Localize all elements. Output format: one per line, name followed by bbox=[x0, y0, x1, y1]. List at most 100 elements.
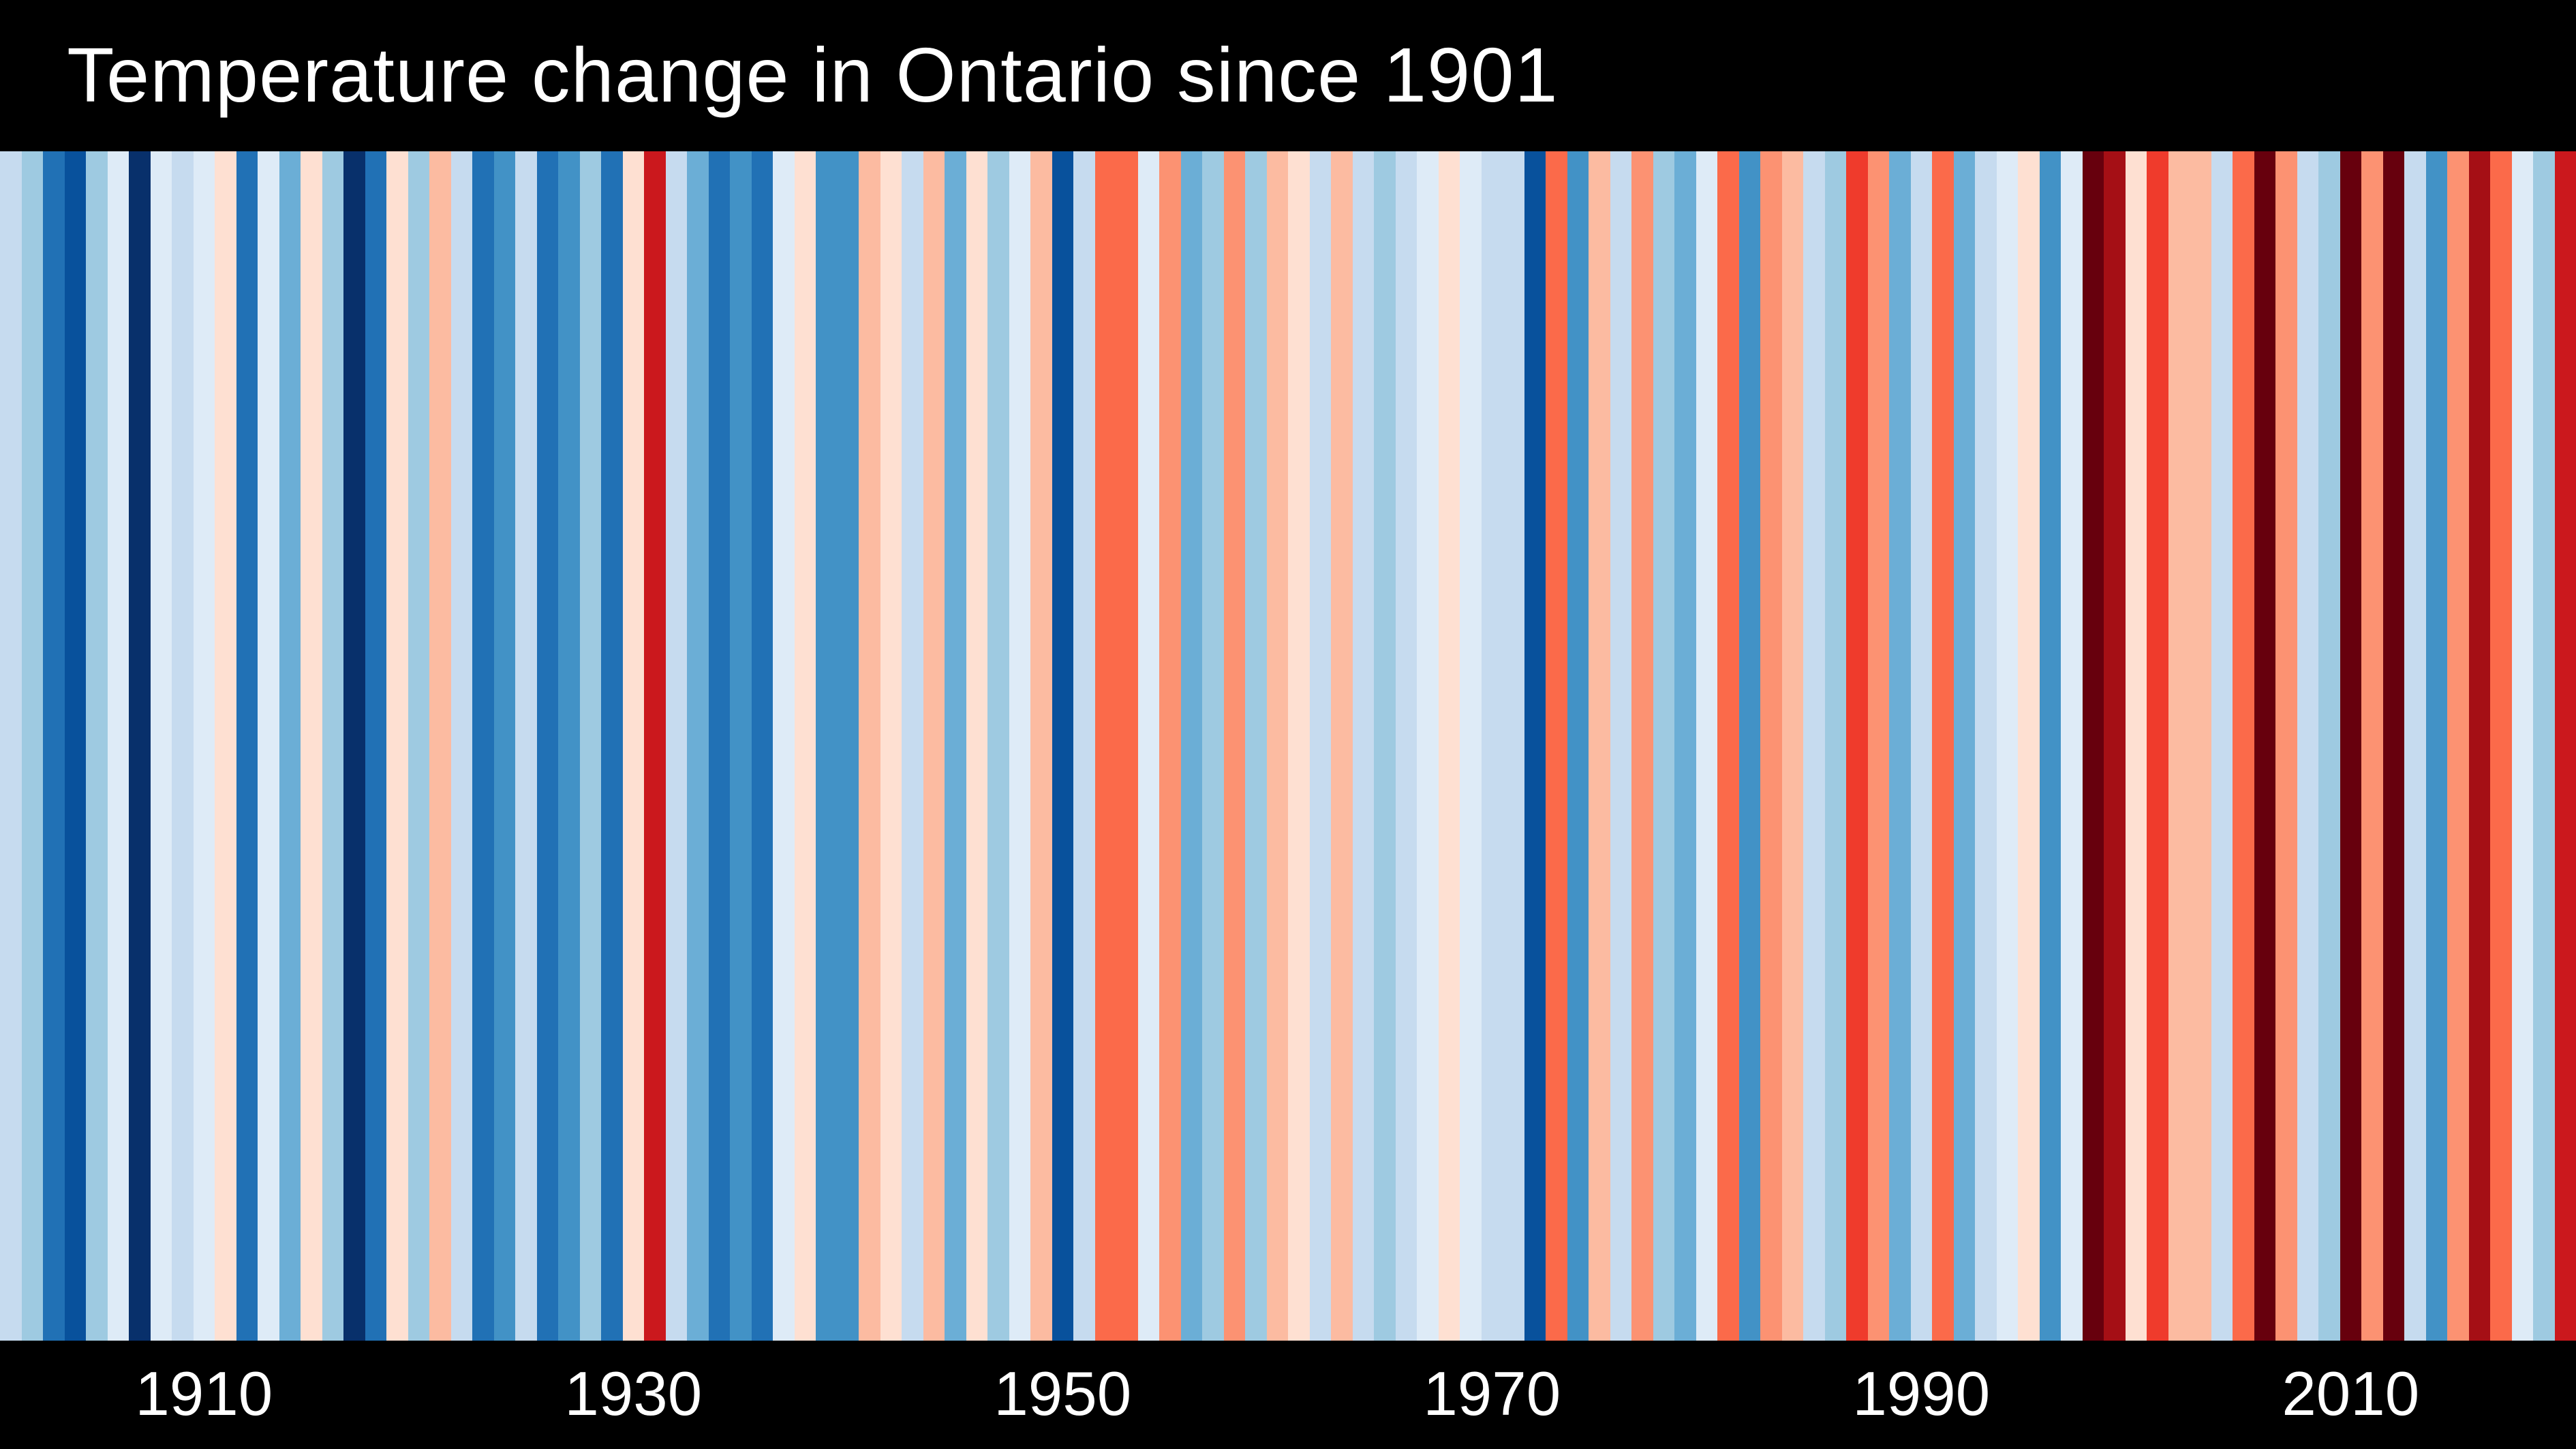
stripe-year-1938 bbox=[795, 151, 816, 1341]
stripe-year-2004 bbox=[2211, 151, 2233, 1341]
stripe-year-1940 bbox=[838, 151, 859, 1341]
stripe-year-1993 bbox=[1975, 151, 1997, 1341]
stripe-year-1930 bbox=[623, 151, 645, 1341]
stripe-year-1907 bbox=[129, 151, 151, 1341]
stripe-year-1926 bbox=[537, 151, 559, 1341]
stripe-year-1991 bbox=[1932, 151, 1954, 1341]
stripe-year-1917 bbox=[343, 151, 365, 1341]
stripe-year-1992 bbox=[1954, 151, 1976, 1341]
stripe-year-1920 bbox=[408, 151, 430, 1341]
stripe-year-1966 bbox=[1396, 151, 1417, 1341]
stripe-year-1934 bbox=[709, 151, 731, 1341]
stripe-year-1901 bbox=[0, 151, 22, 1341]
stripe-year-1969 bbox=[1460, 151, 1482, 1341]
stripe-year-2020 bbox=[2555, 151, 2576, 1341]
stripe-year-1968 bbox=[1439, 151, 1460, 1341]
stripe-year-1982 bbox=[1739, 151, 1761, 1341]
stripe-year-1977 bbox=[1631, 151, 1653, 1341]
stripe-year-1932 bbox=[666, 151, 688, 1341]
stripe-year-1933 bbox=[687, 151, 709, 1341]
stripe-year-1978 bbox=[1653, 151, 1675, 1341]
stripe-year-1902 bbox=[22, 151, 44, 1341]
stripe-year-1960 bbox=[1267, 151, 1289, 1341]
stripe-year-2001 bbox=[2147, 151, 2168, 1341]
stripe-year-1965 bbox=[1374, 151, 1396, 1341]
stripe-year-1909 bbox=[172, 151, 194, 1341]
stripe-year-1903 bbox=[43, 151, 65, 1341]
stripe-year-1939 bbox=[816, 151, 838, 1341]
stripe-year-1916 bbox=[322, 151, 344, 1341]
stripe-year-1915 bbox=[301, 151, 322, 1341]
stripes-area bbox=[0, 151, 2576, 1341]
stripe-year-1935 bbox=[730, 151, 752, 1341]
stripe-year-2007 bbox=[2275, 151, 2297, 1341]
stripe-year-1946 bbox=[966, 151, 988, 1341]
stripe-year-1983 bbox=[1760, 151, 1782, 1341]
axis-label-1930: 1930 bbox=[564, 1359, 702, 1430]
stripe-year-1974 bbox=[1567, 151, 1589, 1341]
stripe-year-1947 bbox=[987, 151, 1009, 1341]
stripe-year-1963 bbox=[1331, 151, 1353, 1341]
stripe-year-1927 bbox=[558, 151, 580, 1341]
stripe-year-1981 bbox=[1717, 151, 1739, 1341]
stripe-year-1999 bbox=[2104, 151, 2126, 1341]
stripe-year-1931 bbox=[644, 151, 666, 1341]
stripe-year-1918 bbox=[365, 151, 387, 1341]
stripe-year-1956 bbox=[1181, 151, 1203, 1341]
stripe-year-2009 bbox=[2318, 151, 2340, 1341]
stripe-year-1976 bbox=[1610, 151, 1632, 1341]
stripe-year-1904 bbox=[65, 151, 87, 1341]
stripe-year-1996 bbox=[2040, 151, 2061, 1341]
stripe-year-1988 bbox=[1868, 151, 1890, 1341]
stripe-year-1971 bbox=[1503, 151, 1524, 1341]
x-axis: 191019301950197019902010 bbox=[0, 1341, 2576, 1449]
stripe-year-1972 bbox=[1524, 151, 1546, 1341]
stripe-year-2011 bbox=[2361, 151, 2383, 1341]
chart-title: Temperature change in Ontario since 1901 bbox=[67, 32, 1559, 119]
stripe-year-1905 bbox=[86, 151, 108, 1341]
stripe-year-1924 bbox=[494, 151, 516, 1341]
stripe-year-1942 bbox=[880, 151, 902, 1341]
stripe-year-1906 bbox=[108, 151, 129, 1341]
stripe-year-2005 bbox=[2233, 151, 2254, 1341]
axis-label-1910: 1910 bbox=[135, 1359, 273, 1430]
stripe-year-1941 bbox=[859, 151, 880, 1341]
stripe-year-1910 bbox=[194, 151, 215, 1341]
stripe-year-1949 bbox=[1030, 151, 1052, 1341]
axis-label-1990: 1990 bbox=[1852, 1359, 1990, 1430]
stripe-year-2002 bbox=[2168, 151, 2190, 1341]
stripe-year-1951 bbox=[1073, 151, 1095, 1341]
stripe-year-1937 bbox=[773, 151, 795, 1341]
stripe-year-1979 bbox=[1674, 151, 1696, 1341]
warming-stripes-chart: Temperature change in Ontario since 1901… bbox=[0, 0, 2576, 1449]
stripe-year-2019 bbox=[2533, 151, 2555, 1341]
stripe-year-1998 bbox=[2083, 151, 2104, 1341]
stripe-year-1989 bbox=[1889, 151, 1911, 1341]
stripe-year-1958 bbox=[1224, 151, 1246, 1341]
stripe-year-1914 bbox=[279, 151, 301, 1341]
stripe-year-1957 bbox=[1202, 151, 1224, 1341]
stripe-year-2012 bbox=[2383, 151, 2405, 1341]
stripe-year-1922 bbox=[451, 151, 473, 1341]
stripe-year-1994 bbox=[1997, 151, 2019, 1341]
stripe-year-1953 bbox=[1116, 151, 1138, 1341]
stripe-year-1945 bbox=[945, 151, 966, 1341]
stripe-year-2006 bbox=[2254, 151, 2276, 1341]
stripe-year-1928 bbox=[580, 151, 602, 1341]
stripe-year-1929 bbox=[601, 151, 623, 1341]
axis-label-1950: 1950 bbox=[994, 1359, 1131, 1430]
stripe-year-1962 bbox=[1310, 151, 1332, 1341]
stripe-year-1944 bbox=[923, 151, 945, 1341]
stripe-year-1986 bbox=[1825, 151, 1847, 1341]
stripe-year-1943 bbox=[902, 151, 923, 1341]
stripe-year-1987 bbox=[1846, 151, 1868, 1341]
chart-header: Temperature change in Ontario since 1901 bbox=[0, 0, 2576, 151]
stripe-year-1961 bbox=[1288, 151, 1310, 1341]
stripe-year-1921 bbox=[429, 151, 451, 1341]
stripe-year-1908 bbox=[151, 151, 172, 1341]
stripe-year-2018 bbox=[2512, 151, 2534, 1341]
stripe-year-2014 bbox=[2426, 151, 2448, 1341]
stripe-year-1913 bbox=[258, 151, 279, 1341]
stripe-year-1973 bbox=[1546, 151, 1567, 1341]
stripe-year-1912 bbox=[236, 151, 258, 1341]
